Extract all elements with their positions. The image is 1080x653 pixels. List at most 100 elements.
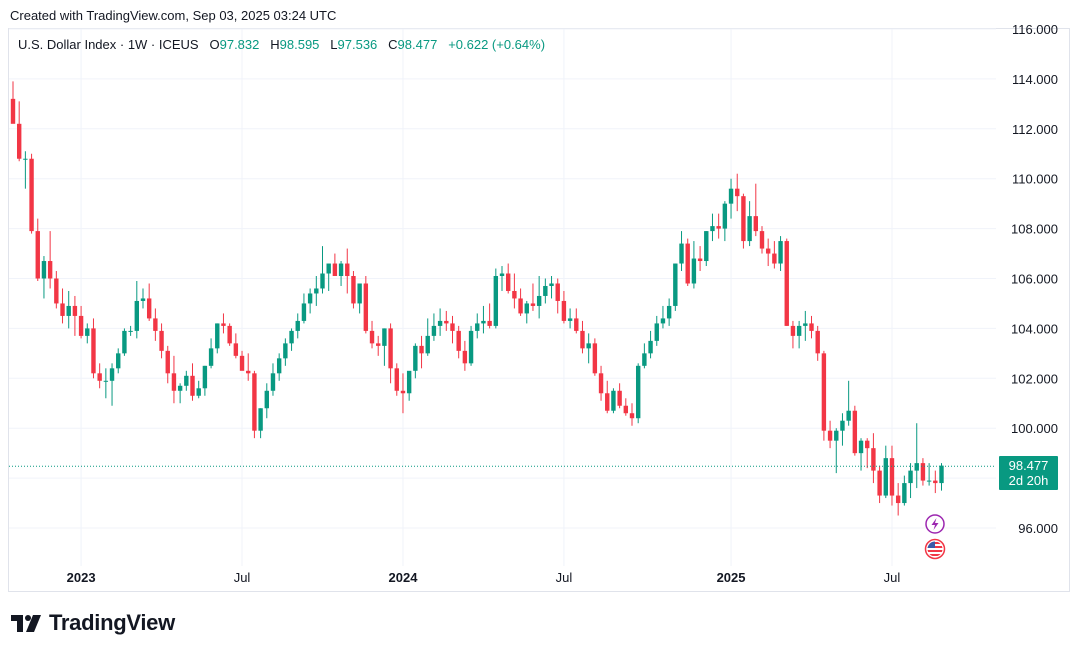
candle[interactable] (728, 178, 734, 219)
candle[interactable] (827, 420, 833, 449)
candle[interactable] (815, 325, 820, 361)
candle[interactable] (301, 293, 307, 324)
candle[interactable] (914, 423, 919, 489)
candle[interactable] (611, 388, 616, 414)
candle[interactable] (939, 463, 944, 491)
candle[interactable] (66, 290, 71, 329)
candle[interactable] (23, 151, 28, 189)
candle[interactable] (314, 276, 319, 306)
candle[interactable] (926, 463, 932, 486)
candle[interactable] (159, 323, 164, 359)
candle[interactable] (196, 380, 201, 399)
candle[interactable] (821, 350, 827, 441)
candle[interactable] (685, 238, 690, 286)
candle[interactable] (450, 315, 455, 344)
candle[interactable] (16, 101, 22, 162)
candle[interactable] (759, 226, 765, 254)
candle[interactable] (246, 353, 251, 381)
candle[interactable] (722, 201, 728, 242)
candle[interactable] (363, 276, 369, 334)
candle[interactable] (512, 273, 517, 309)
candle[interactable] (642, 343, 647, 369)
candle[interactable] (276, 353, 282, 381)
candle[interactable] (444, 310, 449, 331)
candle[interactable] (790, 320, 796, 349)
candle[interactable] (215, 323, 220, 354)
candle[interactable] (406, 370, 412, 401)
candle[interactable] (679, 231, 684, 272)
candle[interactable] (437, 308, 443, 336)
candle[interactable] (307, 288, 313, 314)
candle[interactable] (883, 445, 888, 499)
candle[interactable] (908, 463, 913, 499)
candle[interactable] (258, 408, 263, 439)
candle[interactable] (116, 348, 121, 374)
candle[interactable] (543, 278, 548, 304)
candle[interactable] (295, 313, 300, 339)
candle[interactable] (388, 323, 393, 384)
candle[interactable] (499, 266, 505, 291)
candle[interactable] (592, 338, 598, 376)
candle[interactable] (60, 288, 65, 324)
candle[interactable] (184, 370, 189, 391)
candle[interactable] (784, 238, 789, 326)
candle[interactable] (190, 363, 195, 401)
candle[interactable] (128, 325, 133, 336)
candle[interactable] (208, 338, 214, 369)
candle[interactable] (561, 290, 567, 324)
candle[interactable] (809, 315, 814, 339)
candle[interactable] (165, 345, 170, 384)
candle[interactable] (332, 253, 338, 277)
candle[interactable] (357, 283, 362, 314)
candle[interactable] (103, 368, 109, 399)
candle[interactable] (54, 271, 59, 309)
candle[interactable] (202, 365, 208, 396)
candle[interactable] (524, 300, 529, 324)
candle[interactable] (431, 313, 437, 341)
candle[interactable] (146, 283, 152, 321)
candle[interactable] (72, 295, 78, 336)
candle[interactable] (227, 323, 232, 346)
candle[interactable] (376, 335, 381, 356)
candle[interactable] (530, 283, 536, 311)
candle[interactable] (580, 320, 585, 354)
candle[interactable] (506, 263, 511, 294)
candle[interactable] (648, 330, 653, 359)
candle[interactable] (902, 475, 907, 506)
candle[interactable] (122, 328, 127, 356)
candle[interactable] (221, 313, 226, 334)
candle[interactable] (140, 288, 146, 309)
candle[interactable] (481, 305, 486, 334)
candle[interactable] (555, 278, 560, 314)
candle[interactable] (691, 241, 697, 289)
candle[interactable] (289, 328, 294, 351)
candle[interactable] (865, 438, 870, 469)
candle[interactable] (270, 363, 276, 396)
candle[interactable] (858, 438, 864, 471)
candle[interactable] (400, 373, 406, 414)
candle[interactable] (338, 261, 344, 286)
candle[interactable] (741, 193, 746, 249)
candle[interactable] (716, 213, 721, 239)
candle[interactable] (78, 305, 84, 339)
candle[interactable] (233, 333, 239, 359)
candle[interactable] (574, 308, 579, 334)
candle[interactable] (635, 363, 641, 424)
candle[interactable] (549, 276, 554, 299)
candle[interactable] (586, 333, 591, 364)
candle[interactable] (456, 325, 461, 359)
candle[interactable] (320, 246, 325, 294)
candle[interactable] (889, 445, 895, 506)
candle[interactable] (134, 280, 139, 339)
candle[interactable] (660, 305, 666, 329)
candle[interactable] (697, 246, 703, 272)
candle[interactable] (747, 201, 752, 247)
candle[interactable] (840, 413, 845, 446)
candle[interactable] (598, 365, 604, 401)
candle[interactable] (475, 313, 480, 339)
candle[interactable] (29, 153, 34, 234)
candle[interactable] (623, 398, 629, 416)
us-flag-icon[interactable] (924, 538, 946, 560)
candle[interactable] (413, 343, 418, 379)
candle[interactable] (654, 315, 659, 346)
